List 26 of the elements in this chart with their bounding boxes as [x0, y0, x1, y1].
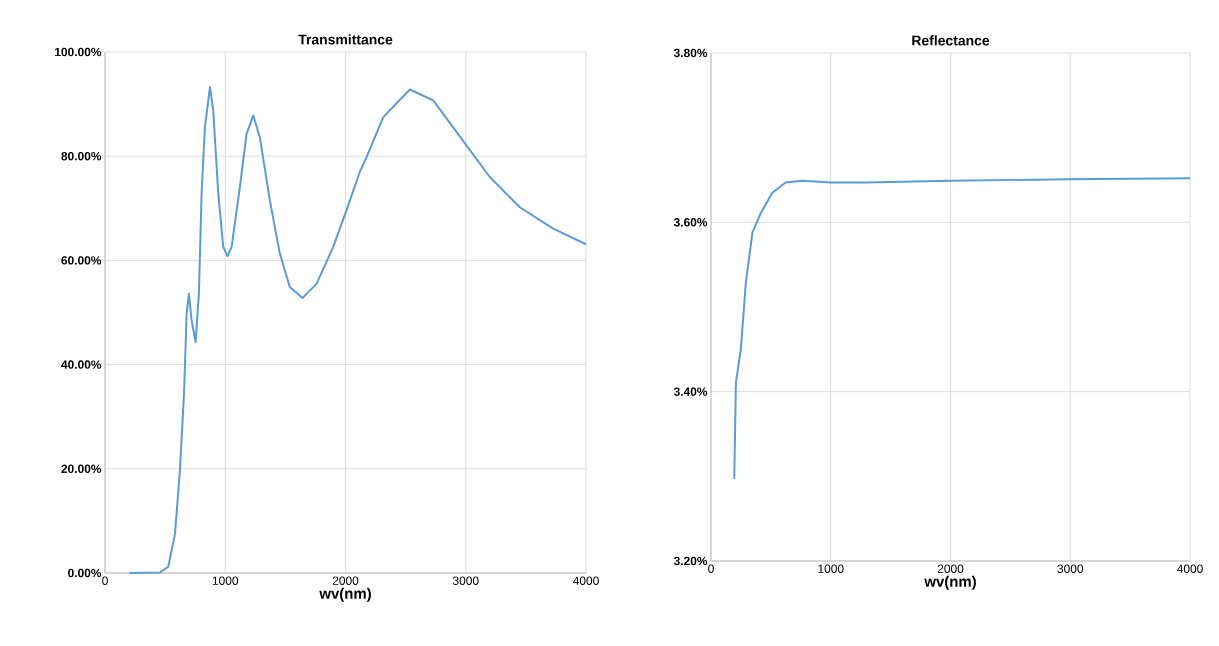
- y-tick-label: 60.00%: [61, 256, 102, 265]
- y-tick-label: 3.40%: [673, 387, 708, 396]
- y-tick-label: 3.60%: [673, 218, 708, 227]
- x-tick-label: 3000: [1057, 564, 1084, 573]
- y-tick-label: 80.00%: [61, 151, 102, 161]
- x-tick-label: 4000: [572, 576, 599, 585]
- x-tick-label: 0: [102, 576, 108, 585]
- y-tick-label: 3.20%: [673, 556, 708, 566]
- x-axis-title: wv(nm): [924, 575, 976, 590]
- x-tick-label: 4000: [1176, 564, 1203, 573]
- line-series: [128, 85, 588, 574]
- chart-title: Transmittance: [298, 34, 393, 45]
- y-tick-label: 40.00%: [61, 360, 102, 369]
- line-series: [733, 177, 1192, 480]
- x-axis-title: wv(nm): [319, 587, 371, 602]
- y-tick-label: 20.00%: [61, 464, 102, 474]
- x-tick-label: 1000: [212, 576, 239, 585]
- y-tick-label: 0.00%: [68, 568, 102, 578]
- y-tick-label: 100.00%: [55, 47, 102, 57]
- x-tick-label: 3000: [452, 576, 479, 585]
- chart-title: Reflectance: [912, 35, 990, 46]
- x-tick-label: 2000: [332, 576, 359, 585]
- x-tick-label: 1000: [818, 564, 844, 573]
- x-tick-label: 2000: [937, 564, 964, 573]
- y-tick-label: 3.80%: [673, 48, 708, 58]
- x-tick-label: 0: [708, 564, 714, 573]
